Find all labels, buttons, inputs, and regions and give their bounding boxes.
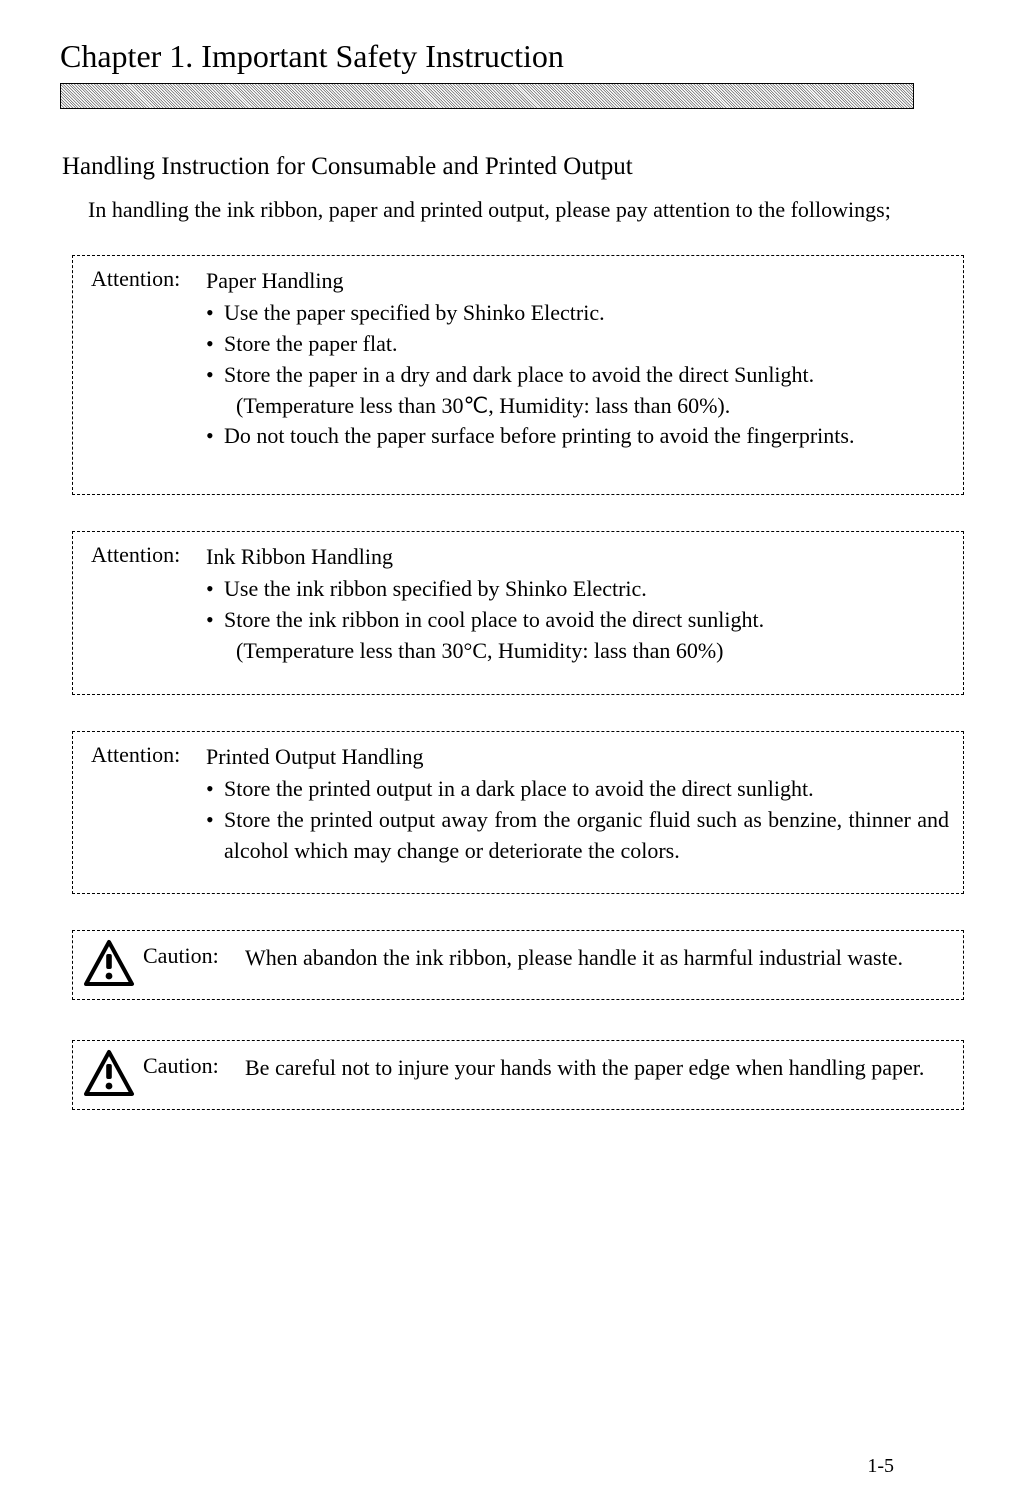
attention-heading: Paper Handling (206, 266, 949, 297)
caution-box: Caution: Be careful not to injure your h… (72, 1040, 964, 1110)
bullet-list: Store the printed output in a dark place… (206, 774, 949, 866)
attention-heading: Ink Ribbon Handling (206, 542, 949, 573)
list-item-continuation: (Temperature less than 30°C, Humidity: l… (206, 636, 949, 667)
list-item: Store the printed output away from the o… (206, 805, 949, 867)
list-item: Store the printed output in a dark place… (206, 774, 949, 805)
decorative-rule (60, 83, 914, 109)
bullet-list: Use the ink ribbon specified by Shinko E… (206, 574, 949, 666)
warning-icon (83, 939, 143, 991)
section-title: Handling Instruction for Consumable and … (62, 153, 964, 181)
list-item: Do not touch the paper surface before pr… (206, 421, 949, 452)
list-item: Use the paper specified by Shinko Electr… (206, 298, 949, 329)
list-item-continuation: (Temperature less than 30℃, Humidity: la… (206, 391, 949, 422)
chapter-title: Chapter 1. Important Safety Instruction (60, 38, 964, 75)
attention-heading: Printed Output Handling (206, 742, 949, 773)
caution-label: Caution: (143, 1049, 245, 1079)
attention-label: Attention: (91, 542, 206, 568)
attention-box-ribbon: Attention: Ink Ribbon Handling Use the i… (72, 531, 964, 695)
caution-box: Caution: When abandon the ink ribbon, pl… (72, 930, 964, 1000)
warning-icon (83, 1049, 143, 1101)
list-item: Store the ink ribbon in cool place to av… (206, 605, 949, 636)
attention-box-paper: Attention: Paper Handling Use the paper … (72, 255, 964, 495)
caution-label: Caution: (143, 939, 245, 969)
list-item: Use the ink ribbon specified by Shinko E… (206, 574, 949, 605)
intro-paragraph: In handling the ink ribbon, paper and pr… (88, 195, 964, 225)
bullet-list: Use the paper specified by Shinko Electr… (206, 298, 949, 452)
page-number: 1-5 (867, 1455, 894, 1478)
attention-box-output: Attention: Printed Output Handling Store… (72, 731, 964, 893)
list-item: Store the paper flat. (206, 329, 949, 360)
list-item: Store the paper in a dry and dark place … (206, 360, 949, 391)
attention-label: Attention: (91, 742, 206, 768)
caution-text: Be careful not to injure your hands with… (245, 1049, 953, 1084)
caution-text: When abandon the ink ribbon, please hand… (245, 939, 953, 974)
attention-label: Attention: (91, 266, 206, 292)
